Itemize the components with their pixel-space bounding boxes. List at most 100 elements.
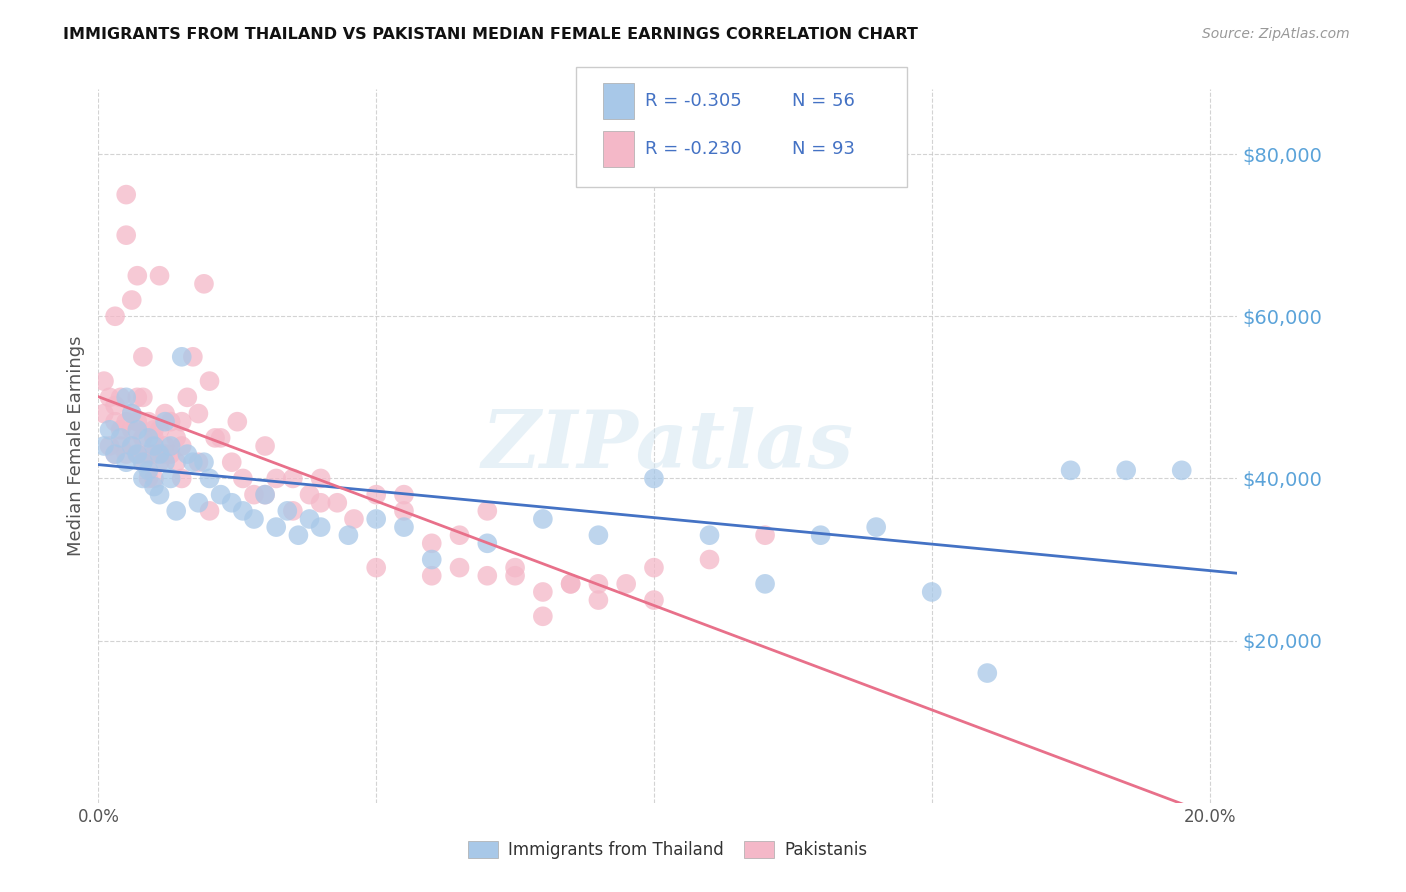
Point [93,374,115,388]
Text: IMMIGRANTS FROM THAILAND VS PAKISTANI MEDIAN FEMALE EARNINGS CORRELATION CHART: IMMIGRANTS FROM THAILAND VS PAKISTANI ME… [63,27,918,42]
Point [170,415,193,429]
Point [1059,463,1081,477]
Point [699,528,721,542]
Point [127,390,149,404]
Text: ZIPatlas: ZIPatlas [482,408,853,484]
Point [153,447,176,461]
Point [143,423,166,437]
Point [449,560,471,574]
Point [148,268,170,283]
Text: Source: ZipAtlas.com: Source: ZipAtlas.com [1202,27,1350,41]
Point [110,431,132,445]
Point [176,447,198,461]
Point [420,568,443,582]
Point [187,455,209,469]
Point [254,488,277,502]
Point [121,407,143,421]
Point [98,439,121,453]
Point [810,528,832,542]
Point [127,447,149,461]
Point [209,431,232,445]
Point [170,471,193,485]
Point [337,528,360,542]
Point [121,439,143,453]
Point [254,439,277,453]
Point [392,488,415,502]
Point [165,431,187,445]
Point [170,350,193,364]
Point [115,390,138,404]
Point [104,447,127,461]
Point [110,423,132,437]
Point [121,439,143,453]
Point [143,447,166,461]
Point [221,455,243,469]
Point [588,528,610,542]
Point [110,390,132,404]
Point [138,463,160,477]
Point [104,399,127,413]
Point [243,512,266,526]
Point [115,228,138,243]
Point [392,520,415,534]
Point [588,577,610,591]
Point [281,471,304,485]
Point [699,552,721,566]
Point [198,504,221,518]
Point [98,423,121,437]
Point [254,488,277,502]
Point [165,504,187,518]
Point [93,439,115,453]
Point [132,455,155,469]
Point [132,350,155,364]
Point [276,504,298,518]
Point [148,447,170,461]
Point [138,431,160,445]
Point [366,488,388,502]
Point [138,471,160,485]
Point [181,455,204,469]
Point [98,390,121,404]
Point [198,374,221,388]
Point [115,455,138,469]
Point [165,455,187,469]
Point [392,504,415,518]
Point [309,471,332,485]
Point [209,488,232,502]
Point [643,593,665,607]
Point [132,431,155,445]
Point [366,512,388,526]
Point [232,471,254,485]
Point [176,390,198,404]
Point [226,415,249,429]
Text: N = 93: N = 93 [792,140,855,158]
Point [148,488,170,502]
Point [104,447,127,461]
Point [754,528,776,542]
Point [531,585,554,599]
Point [264,520,287,534]
Point [153,407,176,421]
Point [232,504,254,518]
Point [143,431,166,445]
Point [204,431,226,445]
Point [127,447,149,461]
Point [449,528,471,542]
Point [104,310,127,324]
Point [588,593,610,607]
Point [309,496,332,510]
Point [121,423,143,437]
Point [153,455,176,469]
Legend: Immigrants from Thailand, Pakistanis: Immigrants from Thailand, Pakistanis [461,834,875,866]
Point [420,536,443,550]
Y-axis label: Median Female Earnings: Median Female Earnings [66,335,84,557]
Point [127,423,149,437]
Point [115,187,138,202]
Point [121,293,143,307]
Point [187,407,209,421]
Point [243,488,266,502]
Point [221,496,243,510]
Point [366,560,388,574]
Point [298,488,321,502]
Point [159,415,181,429]
